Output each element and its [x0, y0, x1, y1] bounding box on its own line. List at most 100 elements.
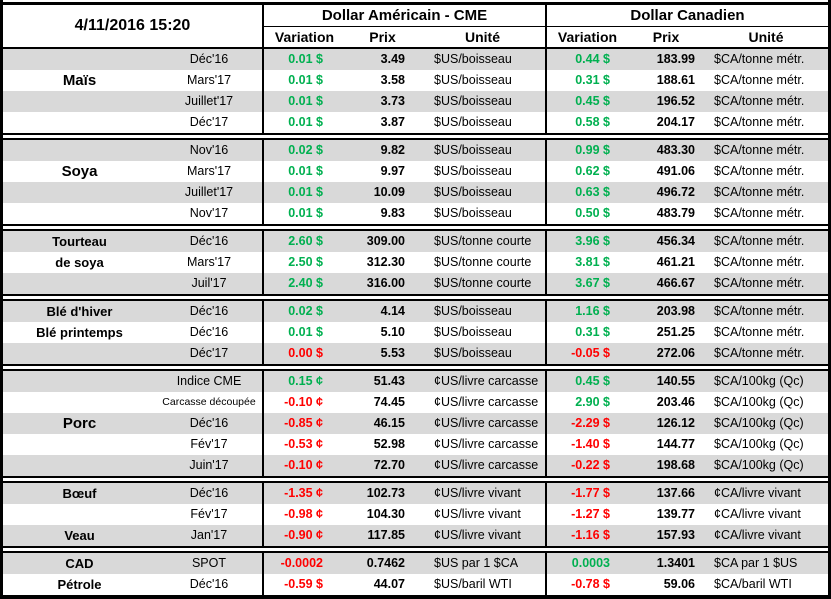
- contract-month: Déc'16: [189, 486, 229, 500]
- commodity-label: Porc: [62, 415, 97, 432]
- us-prix-header: Prix: [369, 29, 396, 45]
- us-price: 102.73: [366, 486, 405, 500]
- us-price: 316.00: [366, 276, 405, 290]
- us-variation: -0.90 ¢: [262, 525, 345, 546]
- ca-unit: ¢CA/livre vivant: [714, 528, 801, 542]
- ca-unit: $CA/tonne métr.: [714, 255, 805, 269]
- us-variation-header: Variation: [274, 29, 335, 45]
- contract-month: Déc'17: [189, 115, 229, 129]
- us-group-title: Dollar Américain - CME: [264, 5, 545, 27]
- section-divider: [3, 224, 828, 231]
- ca-price: 59.06: [663, 577, 695, 591]
- contract-month: Déc'16: [189, 234, 229, 248]
- us-variation: 0.01 $: [262, 112, 345, 133]
- ca-variation: 0.31 $: [545, 322, 628, 343]
- us-variation: 0.01 $: [262, 182, 345, 203]
- ca-unit: ¢CA/livre vivant: [714, 507, 801, 521]
- us-price: 0.7462: [366, 556, 405, 570]
- us-unit: $US/boisseau: [434, 304, 512, 318]
- ca-variation: 0.62 $: [545, 161, 628, 182]
- ca-price: 144.77: [656, 437, 695, 451]
- section-divider: [3, 476, 828, 483]
- us-price: 46.15: [373, 416, 405, 430]
- us-unit: $US/boisseau: [434, 94, 512, 108]
- us-price: 4.14: [380, 304, 405, 318]
- us-variation: 0.02 $: [262, 301, 345, 322]
- ca-unit: ¢CA/livre vivant: [714, 486, 801, 500]
- ca-variation: 0.50 $: [545, 203, 628, 224]
- section-divider: [3, 546, 828, 553]
- ca-variation: -1.27 $: [545, 504, 628, 525]
- us-price: 309.00: [366, 234, 405, 248]
- ca-unit: $CA/100kg (Qc): [714, 374, 804, 388]
- ca-price: 483.79: [656, 206, 695, 220]
- us-dollar-column-group: Dollar Américain - CME Variation Prix Un…: [262, 5, 545, 47]
- ca-variation: -2.29 $: [545, 413, 628, 434]
- ca-price: 483.30: [656, 143, 695, 157]
- section-divider: [3, 294, 828, 301]
- ca-price: 139.77: [656, 507, 695, 521]
- ca-variation: 1.16 $: [545, 301, 628, 322]
- ca-dollar-column-group: Dollar Canadien Variation Prix Unité: [545, 5, 828, 47]
- us-variation: -0.98 ¢: [262, 504, 345, 525]
- ca-unit: $CA/tonne métr.: [714, 185, 805, 199]
- us-price: 3.49: [380, 52, 405, 66]
- ca-variation: 3.96 $: [545, 231, 628, 252]
- ca-unit: $CA/tonne métr.: [714, 94, 805, 108]
- ca-variation: -0.05 $: [545, 343, 628, 364]
- us-price: 9.83: [380, 206, 405, 220]
- us-unit: $US/boisseau: [434, 143, 512, 157]
- table-top-border: [3, 0, 828, 5]
- table-row: Maïs Mars'17 0.01 $ 3.58 $US/boisseau 0.31 $ 1…: [3, 70, 828, 91]
- commodity-label: Tourteau: [52, 234, 107, 249]
- ca-variation: -0.22 $: [545, 455, 628, 476]
- us-price: 10.09: [373, 185, 405, 199]
- contract-month: Mars'17: [186, 164, 232, 178]
- us-variation: 0.00 $: [262, 343, 345, 364]
- us-unit: $US/baril WTI: [434, 577, 512, 591]
- us-unit: ¢US/livre carcasse: [434, 395, 539, 409]
- contract-month: Déc'16: [189, 325, 229, 339]
- table-row: Porc Déc'16 -0.85 ¢ 46.15 ¢US/livre carcasse…: [3, 413, 828, 434]
- contract-month: Déc'16: [189, 52, 229, 66]
- contract-month: Déc'16: [189, 304, 229, 318]
- ca-unit: $CA/tonne métr.: [714, 206, 805, 220]
- commodity-label: CAD: [65, 556, 94, 571]
- table-row: Déc'17 0.00 $ 5.53 $US/boisseau -0.05 $ 272.0…: [3, 343, 828, 364]
- contract-month: Fév'17: [190, 507, 228, 521]
- ca-unit: $CA/tonne métr.: [714, 325, 805, 339]
- us-unit: ¢US/livre vivant: [434, 507, 521, 521]
- us-unit: $US/boisseau: [434, 164, 512, 178]
- ca-price: 272.06: [656, 346, 695, 360]
- ca-price: 204.17: [656, 115, 695, 129]
- us-variation: 0.01 $: [262, 322, 345, 343]
- contract-month: Déc'16: [189, 416, 229, 430]
- us-price: 9.82: [380, 143, 405, 157]
- ca-price: 198.68: [656, 458, 695, 472]
- table-body: Déc'16 0.01 $ 3.49 $US/boisseau 0.44 $ 183.99…: [3, 49, 828, 595]
- commodity-label: Blé d'hiver: [46, 304, 113, 319]
- us-unit: $US/boisseau: [434, 206, 512, 220]
- us-unit: $US/boisseau: [434, 325, 512, 339]
- us-variation: -0.53 ¢: [262, 434, 345, 455]
- us-unit: ¢US/livre carcasse: [434, 437, 539, 451]
- us-unit: $US/tonne courte: [434, 234, 532, 248]
- ca-unit: $CA/tonne métr.: [714, 143, 805, 157]
- us-price: 9.97: [380, 164, 405, 178]
- us-price: 312.30: [366, 255, 405, 269]
- ca-variation: 0.99 $: [545, 140, 628, 161]
- contract-month: Indice CME: [176, 374, 242, 388]
- table-row: CAD SPOT -0.0002 0.7462 $US par 1 $CA 0.0003 1…: [3, 553, 828, 574]
- table-row: Bœuf Déc'16 -1.35 ¢ 102.73 ¢US/livre vivant -…: [3, 483, 828, 504]
- ca-column-headers: Variation Prix Unité: [547, 27, 828, 47]
- us-variation: 0.01 $: [262, 91, 345, 112]
- ca-price: 203.98: [656, 304, 695, 318]
- us-unit: ¢US/livre vivant: [434, 486, 521, 500]
- us-unit: $US/boisseau: [434, 115, 512, 129]
- ca-variation-header: Variation: [557, 29, 618, 45]
- commodity-label: Soya: [61, 163, 98, 180]
- ca-price: 461.21: [656, 255, 695, 269]
- us-variation: 2.40 $: [262, 273, 345, 294]
- us-variation: 2.60 $: [262, 231, 345, 252]
